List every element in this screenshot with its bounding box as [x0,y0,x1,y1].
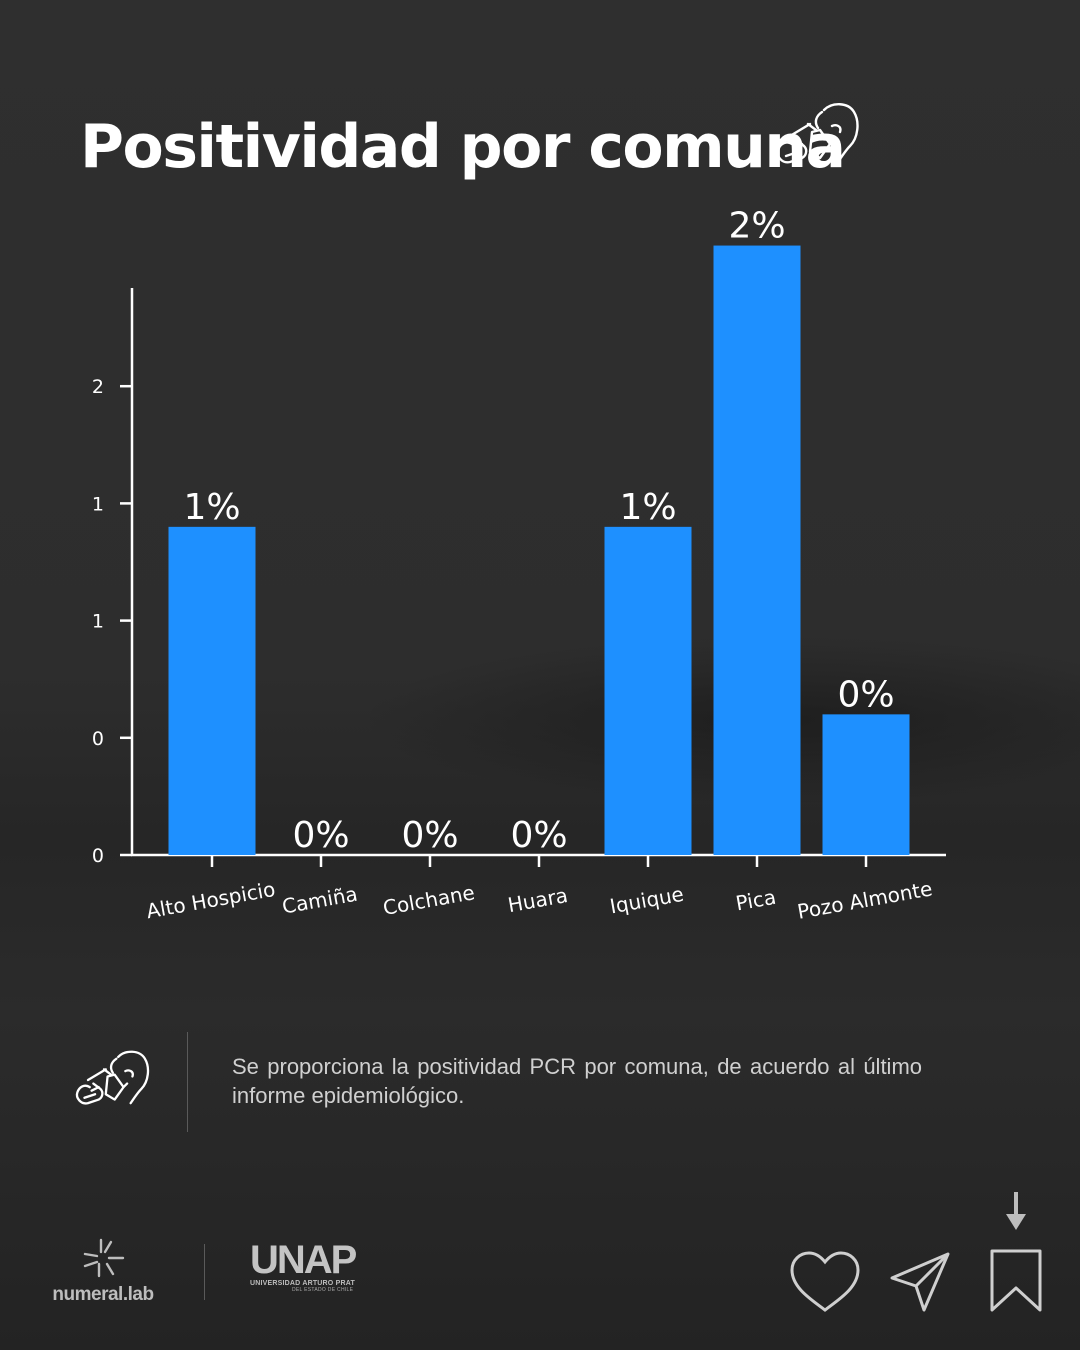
y-tick-label: 1 [92,493,104,515]
bar [822,714,910,855]
x-tick-label: Huara [506,883,570,917]
send-icon[interactable] [888,1250,952,1314]
arrow-down-icon [1006,1192,1026,1230]
unap-subtitle: UNIVERSIDAD ARTURO PRAT [250,1280,355,1287]
bar [168,526,256,855]
data-label: 0% [401,815,458,856]
data-label: 2% [728,206,785,247]
y-tick-label: 2 [92,376,104,398]
page-title: Positividad por comuna [80,112,846,182]
pcr-test-swab-icon [75,1050,150,1105]
bar-chart: 0 0 1 1 2 Alto Hospicio Camiña Colchane Huara Iq… [92,206,946,924]
numeral-logo-icon [83,1238,125,1278]
y-tick-label: 1 [92,611,104,633]
bar [604,526,692,855]
x-axis: Alto Hospicio Camiña Colchane Huara Iquique P… [131,853,946,924]
unap-logo: UNAP UNIVERSIDAD ARTURO PRAT DEL ESTADO … [250,1240,362,1293]
unap-text: UNAP [250,1238,357,1282]
description-divider [187,1032,188,1132]
data-label: 0% [510,815,567,856]
heart-icon[interactable] [788,1250,862,1316]
description-text: Se proporciona la positividad PCR por co… [232,1054,922,1108]
x-tick-label: Pozo Almonte [796,876,935,923]
y-tick-label: 0 [92,728,104,750]
bar [713,245,801,855]
data-label: 0% [292,815,349,856]
logo-divider [204,1244,205,1300]
y-tick-label: 0 [92,845,104,867]
data-label: 1% [183,487,240,528]
data-label: 0% [837,674,894,715]
numeral-lab-text: numeral.lab [52,1284,154,1305]
x-tick-label: Alto Hospicio [144,877,277,923]
x-tick-label: Iquique [608,882,686,919]
numeral-lab-logo: numeral.lab [48,1238,158,1306]
bars [168,245,910,855]
x-tick-label: Camiña [280,882,359,919]
x-tick-label: Colchane [381,880,476,920]
pcr-test-swab-icon [776,103,859,164]
data-labels: 1% 0% 0% 0% 1% 2% 0% [183,206,894,856]
bookmark-icon[interactable] [988,1248,1044,1314]
x-tick-label: Pica [734,885,778,916]
y-axis: 0 0 1 1 2 [92,288,134,867]
data-label: 1% [619,487,676,528]
unap-subtitle-2: DEL ESTADO DE CHILE [292,1287,354,1293]
